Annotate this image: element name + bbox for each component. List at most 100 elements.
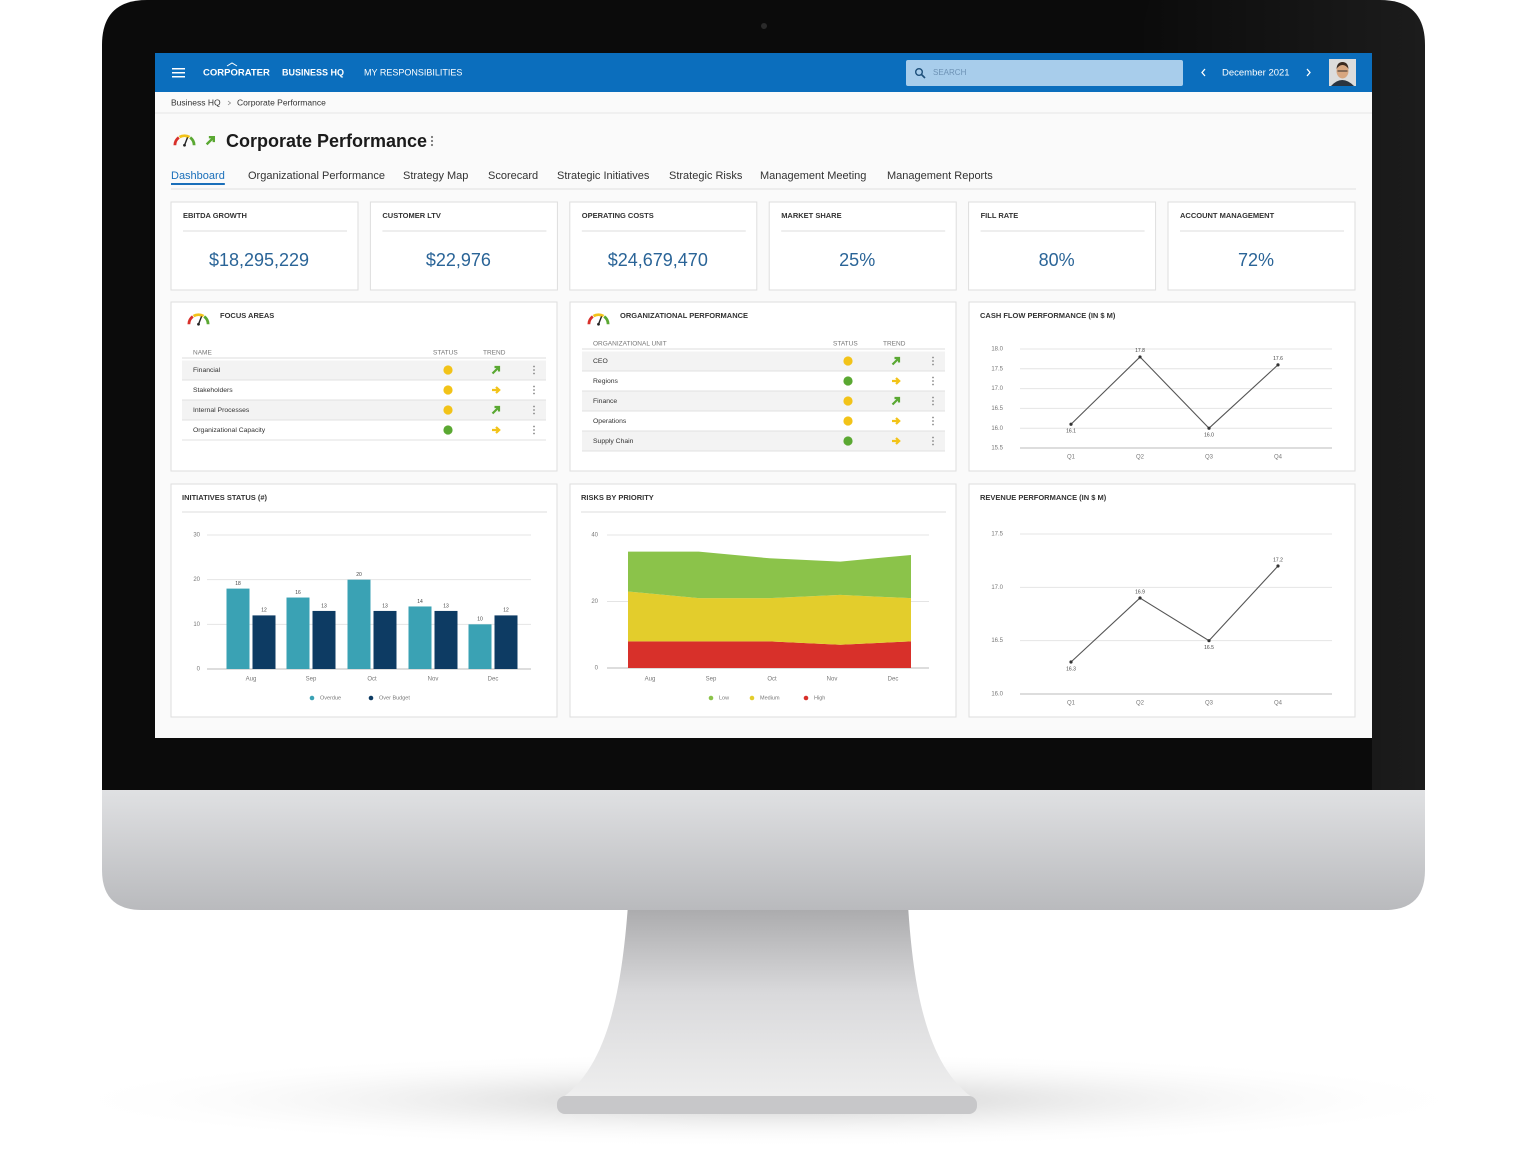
bar — [434, 610, 458, 669]
row-menu-dot[interactable] — [533, 369, 535, 371]
row-menu-dot[interactable] — [932, 360, 934, 362]
x-tick-label: Q2 — [1136, 455, 1145, 461]
bar — [252, 615, 276, 669]
chart-title: REVENUE PERFORMANCE (IN $ M) — [980, 493, 1107, 502]
x-tick-label: Oct — [767, 677, 777, 683]
row-menu-dot[interactable] — [533, 389, 535, 391]
x-tick-label: Q4 — [1274, 455, 1283, 461]
row-bg — [582, 431, 945, 451]
row-menu-dot[interactable] — [932, 403, 934, 406]
area — [628, 591, 911, 645]
tab[interactable]: Strategic Risks — [669, 170, 743, 182]
kpi-label: EBITDA GROWTH — [183, 211, 247, 220]
data-label: 17.6 — [1273, 356, 1283, 362]
chart-title: RISKS BY PRIORITY — [581, 493, 654, 502]
next-period[interactable] — [1306, 68, 1311, 77]
row-menu-dot[interactable] — [932, 420, 934, 422]
point — [1276, 363, 1280, 367]
row-menu-dot[interactable] — [533, 432, 535, 435]
data-label: 17.8 — [1135, 348, 1145, 354]
x-tick-label: Q1 — [1067, 701, 1076, 707]
row-name[interactable]: Supply Chain — [593, 438, 634, 445]
y-tick-label: 10 — [193, 622, 200, 628]
row-menu-dot[interactable] — [932, 376, 934, 379]
row-menu-dot[interactable] — [533, 365, 535, 368]
row-name[interactable]: Stakeholders — [193, 387, 233, 394]
legend-swatch — [749, 695, 755, 701]
row-menu-dot[interactable] — [533, 412, 535, 415]
row-menu-dot[interactable] — [932, 423, 934, 426]
title-menu[interactable] — [430, 135, 434, 147]
nav-link[interactable]: MY RESPONSIBILITIES — [364, 67, 462, 77]
tab[interactable]: Management Reports — [887, 170, 993, 182]
row-menu-dot[interactable] — [932, 363, 934, 366]
status-dot — [443, 365, 453, 375]
row-name[interactable]: Organizational Capacity — [193, 427, 266, 434]
row-menu-dot[interactable] — [533, 429, 535, 431]
row-menu-dot[interactable] — [932, 443, 934, 446]
row-menu-dot[interactable] — [533, 405, 535, 408]
x-tick-label: Q4 — [1274, 701, 1283, 707]
avatar[interactable] — [1329, 59, 1356, 86]
tab-underline — [171, 183, 225, 185]
period[interactable]: December 2021 — [1222, 68, 1290, 79]
logo-mark — [226, 62, 238, 67]
row-name[interactable]: Financial — [193, 367, 221, 374]
tab[interactable]: Strategy Map — [403, 170, 468, 182]
x-tick-label: Q3 — [1205, 455, 1214, 461]
breadcrumb-link[interactable]: Business HQ — [171, 97, 221, 107]
column-header: ORGANIZATIONAL UNIT — [593, 341, 667, 348]
search-box[interactable] — [906, 60, 1183, 86]
row-menu-dot[interactable] — [932, 396, 934, 399]
tab[interactable]: Dashboard — [171, 170, 225, 182]
kpi-label: FILL RATE — [981, 211, 1019, 220]
legend-label: Overdue — [320, 695, 341, 701]
area — [628, 641, 911, 668]
kpi-value: 72% — [1238, 250, 1274, 270]
card — [170, 201, 359, 291]
x-tick-label: Dec — [488, 677, 499, 683]
row-menu-dot[interactable] — [932, 416, 934, 419]
row-menu-dot[interactable] — [533, 392, 535, 395]
chart-title: CASH FLOW PERFORMANCE (IN $ M) — [980, 311, 1116, 320]
tab[interactable]: Management Meeting — [760, 170, 866, 182]
data-label: 12 — [503, 608, 509, 614]
data-label: 13 — [321, 603, 327, 609]
row-name[interactable]: CEO — [593, 358, 608, 365]
tab[interactable]: Strategic Initiatives — [557, 170, 650, 182]
row-menu-dot[interactable] — [932, 400, 934, 402]
menu-button[interactable] — [172, 68, 185, 78]
dot — [430, 143, 434, 147]
bar — [347, 579, 371, 669]
area — [628, 551, 911, 599]
row-menu-dot[interactable] — [932, 380, 934, 382]
row-name[interactable]: Finance — [593, 398, 617, 405]
y-tick-label: 16.0 — [991, 426, 1003, 432]
row-bg — [182, 360, 546, 380]
row-menu-dot[interactable] — [533, 409, 535, 411]
row-menu-dot[interactable] — [533, 385, 535, 388]
data-label: 10 — [477, 617, 483, 623]
nav-link[interactable]: BUSINESS HQ — [282, 67, 344, 77]
prev-period[interactable] — [1201, 68, 1206, 77]
tab[interactable]: Organizational Performance — [248, 170, 385, 182]
row-menu-dot[interactable] — [533, 372, 535, 375]
tab[interactable]: Scorecard — [488, 170, 538, 182]
row-name[interactable]: Internal Processes — [193, 407, 250, 414]
logo[interactable]: CORPORATER — [203, 68, 270, 79]
data-label: 18 — [235, 581, 241, 587]
row-menu-dot[interactable] — [533, 425, 535, 428]
row-menu-dot[interactable] — [932, 440, 934, 442]
row-name[interactable]: Operations — [593, 418, 627, 425]
row-name[interactable]: Regions — [593, 378, 619, 385]
x-tick-label: Aug — [246, 677, 257, 683]
row-menu-dot[interactable] — [932, 436, 934, 439]
point — [1138, 596, 1142, 600]
point — [1069, 660, 1073, 664]
card — [968, 483, 1356, 718]
row-menu-dot[interactable] — [932, 383, 934, 386]
data-label: 20 — [356, 572, 362, 578]
row-menu-dot[interactable] — [932, 356, 934, 359]
status-dot — [843, 396, 853, 406]
